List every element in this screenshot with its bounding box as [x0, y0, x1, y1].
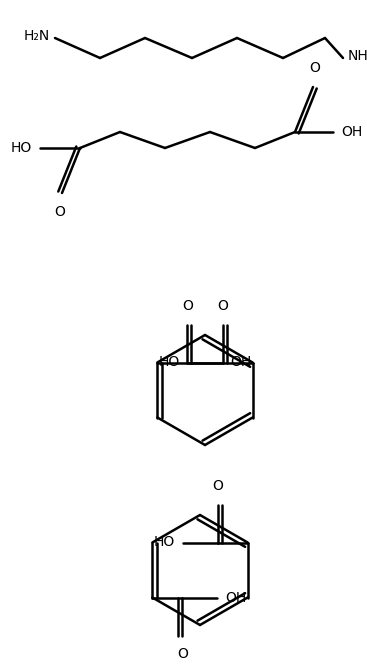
Text: OH: OH [341, 125, 362, 139]
Text: O: O [217, 300, 228, 314]
Text: H₂N: H₂N [24, 29, 50, 43]
Text: O: O [309, 61, 320, 75]
Text: O: O [212, 480, 223, 494]
Text: HO: HO [153, 535, 175, 549]
Text: O: O [177, 647, 188, 661]
Text: O: O [182, 300, 193, 314]
Text: OH: OH [225, 591, 247, 605]
Text: NH₂: NH₂ [348, 49, 367, 63]
Text: OH: OH [230, 356, 252, 370]
Text: HO: HO [159, 356, 179, 370]
Text: HO: HO [11, 141, 32, 155]
Text: O: O [55, 205, 65, 219]
